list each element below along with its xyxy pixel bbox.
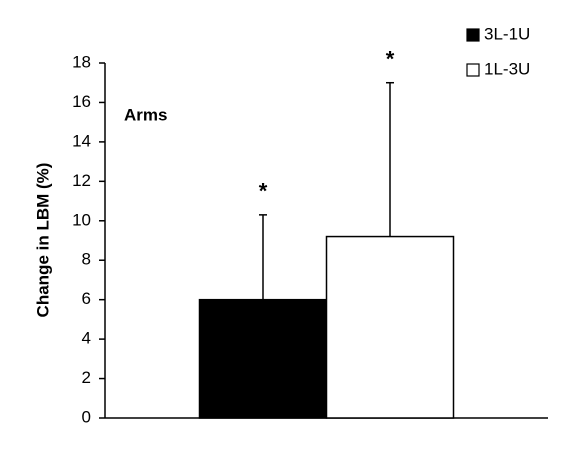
y-tick-label: 6 — [82, 289, 91, 308]
legend-swatch — [466, 28, 480, 42]
bar — [198, 298, 328, 419]
y-axis-label: Change in LBM (%) — [33, 163, 52, 318]
y-tick-label: 18 — [72, 52, 91, 71]
y-tick-label: 8 — [82, 250, 91, 269]
y-tick-label: 4 — [82, 329, 91, 348]
y-tick-label: 12 — [72, 171, 91, 190]
y-tick-label: 2 — [82, 368, 91, 387]
y-tick-label: 14 — [72, 131, 91, 150]
y-tick-label: 16 — [72, 92, 91, 111]
legend-label: 3L-1U — [484, 24, 530, 43]
legend-swatch — [466, 63, 480, 77]
panel-label: Arms — [124, 105, 167, 124]
bar — [325, 235, 455, 419]
significance-marker: * — [259, 179, 268, 204]
significance-marker: * — [386, 47, 395, 72]
y-tick-label: 0 — [82, 407, 91, 426]
y-tick-label: 10 — [72, 210, 91, 229]
legend-label: 1L-3U — [484, 59, 530, 78]
